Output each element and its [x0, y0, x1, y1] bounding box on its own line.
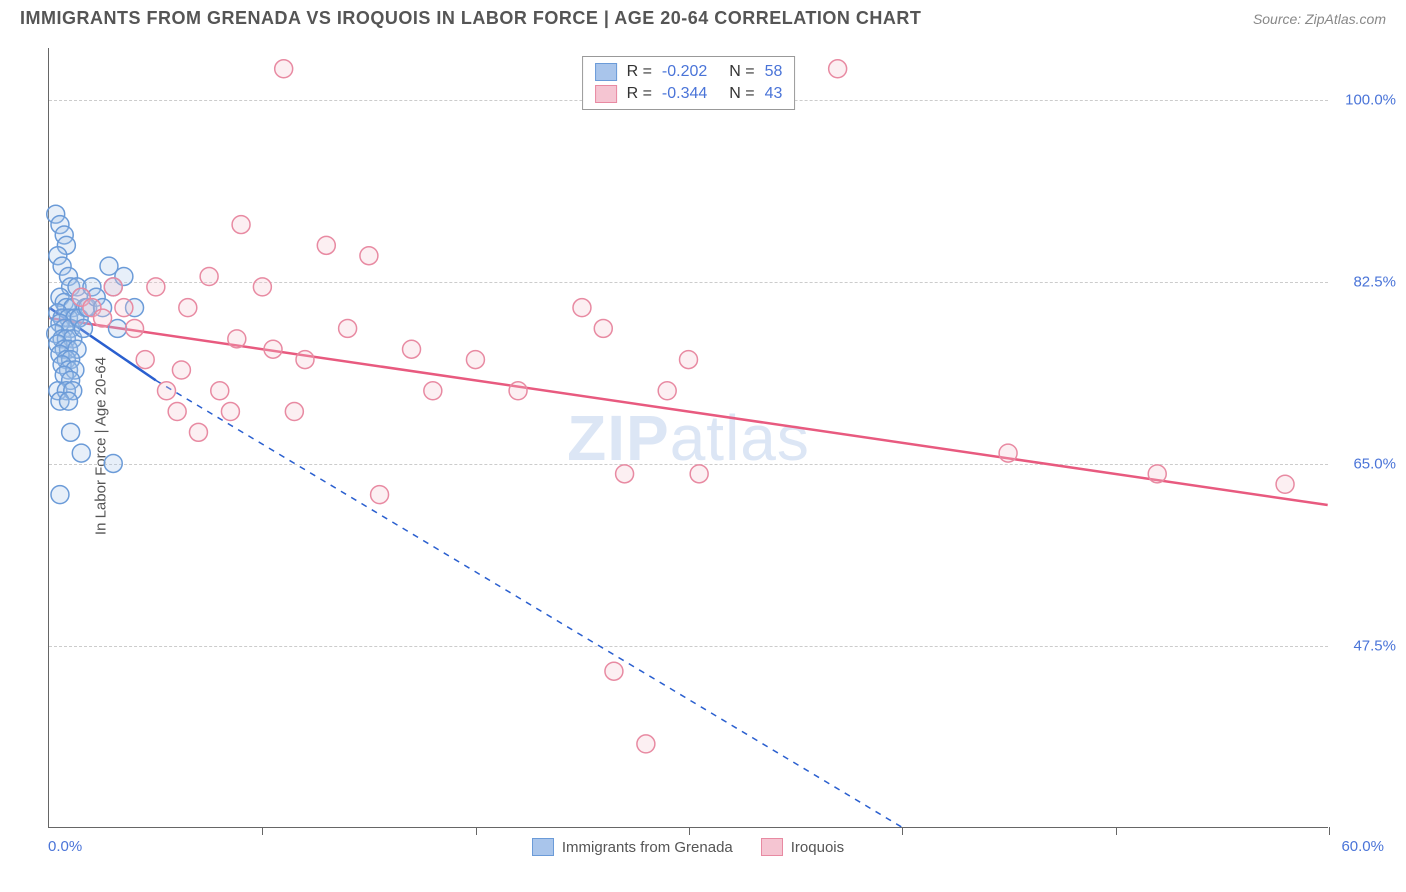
y-tick-label: 47.5% [1353, 638, 1396, 655]
n-label: N = [729, 63, 754, 81]
data-point [658, 382, 676, 400]
n-label: N = [729, 85, 754, 103]
data-point [285, 403, 303, 421]
y-tick-label: 82.5% [1353, 274, 1396, 291]
data-point [158, 382, 176, 400]
data-point [104, 278, 122, 296]
chart-plot-area: ZIPatlas 47.5%65.0%82.5%100.0% R = -0.20… [48, 48, 1328, 828]
r-label: R = [627, 85, 652, 103]
data-point [573, 299, 591, 317]
data-point [360, 247, 378, 265]
n-value: 43 [765, 85, 783, 103]
x-tick-mark [689, 827, 690, 835]
legend-swatch [532, 838, 554, 856]
data-point [211, 382, 229, 400]
data-point [1148, 465, 1166, 483]
data-point [228, 330, 246, 348]
data-point [690, 465, 708, 483]
data-point [339, 319, 357, 337]
y-tick-label: 65.0% [1353, 456, 1396, 473]
data-point [317, 236, 335, 254]
x-tick-mark [476, 827, 477, 835]
legend-swatch [595, 85, 617, 103]
data-point [126, 319, 144, 337]
data-point [1276, 475, 1294, 493]
correlation-legend: R = -0.202 N = 58 R = -0.344 N = 43 [582, 56, 796, 110]
legend-swatch [761, 838, 783, 856]
data-point [94, 309, 112, 327]
r-value: -0.344 [662, 85, 707, 103]
legend-item: Immigrants from Grenada [532, 838, 733, 856]
data-point [60, 392, 78, 410]
data-point [172, 361, 190, 379]
header: IMMIGRANTS FROM GRENADA VS IROQUOIS IN L… [0, 0, 1406, 33]
data-point [637, 735, 655, 753]
legend-label: Iroquois [791, 839, 844, 856]
data-point [605, 662, 623, 680]
legend-item: Iroquois [761, 838, 844, 856]
legend-swatch [595, 63, 617, 81]
series-legend: Immigrants from Grenada Iroquois [48, 838, 1328, 856]
legend-row: R = -0.344 N = 43 [595, 83, 783, 105]
data-point [999, 444, 1017, 462]
data-point [466, 351, 484, 369]
data-point [296, 351, 314, 369]
data-point [104, 454, 122, 472]
data-point [509, 382, 527, 400]
data-point [424, 382, 442, 400]
data-point [168, 403, 186, 421]
x-tick-mark [1116, 827, 1117, 835]
data-point [829, 60, 847, 78]
data-point [616, 465, 634, 483]
data-point [189, 423, 207, 441]
data-point [136, 351, 154, 369]
x-tick-mark [902, 827, 903, 835]
r-value: -0.202 [662, 63, 707, 81]
y-tick-label: 100.0% [1345, 92, 1396, 109]
data-point [51, 486, 69, 504]
data-point [253, 278, 271, 296]
data-point [403, 340, 421, 358]
data-point [221, 403, 239, 421]
data-point [74, 319, 92, 337]
data-point [115, 299, 133, 317]
data-point [680, 351, 698, 369]
data-point [62, 423, 80, 441]
data-point [275, 60, 293, 78]
x-tick-mark [1329, 827, 1330, 835]
r-label: R = [627, 63, 652, 81]
legend-label: Immigrants from Grenada [562, 839, 733, 856]
data-point [371, 486, 389, 504]
data-point [264, 340, 282, 358]
x-axis-max-label: 60.0% [1341, 838, 1384, 855]
data-point [594, 319, 612, 337]
x-tick-mark [262, 827, 263, 835]
source-attribution: Source: ZipAtlas.com [1253, 11, 1386, 27]
n-value: 58 [765, 63, 783, 81]
data-point [179, 299, 197, 317]
data-point [200, 268, 218, 286]
data-point [72, 444, 90, 462]
data-point [147, 278, 165, 296]
scatter-plot-svg [49, 48, 1328, 827]
regression-line-extrapolated [156, 380, 902, 827]
chart-title: IMMIGRANTS FROM GRENADA VS IROQUOIS IN L… [20, 8, 921, 29]
legend-row: R = -0.202 N = 58 [595, 61, 783, 83]
data-point [232, 216, 250, 234]
